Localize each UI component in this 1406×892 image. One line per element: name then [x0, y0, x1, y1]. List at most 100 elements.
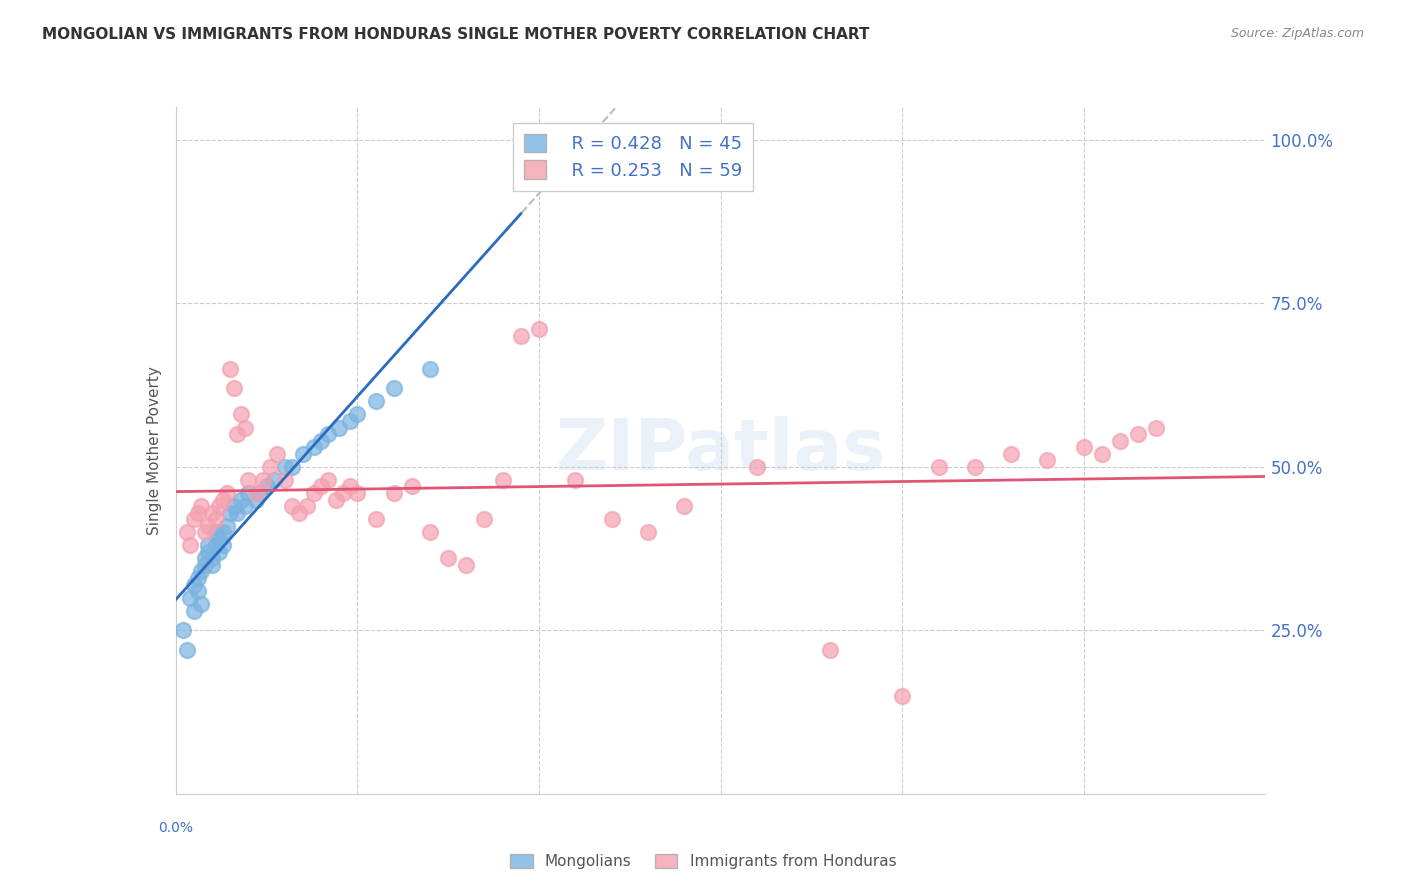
Point	[509, 329, 531, 343]
Point	[281, 499, 304, 513]
Point	[509, 153, 531, 167]
Point	[339, 414, 361, 428]
Point	[219, 506, 242, 520]
Point	[263, 473, 285, 487]
Point	[256, 479, 278, 493]
Point	[266, 447, 288, 461]
Point	[208, 545, 231, 559]
Point	[339, 479, 361, 493]
Point	[194, 558, 217, 572]
Point	[318, 473, 340, 487]
Point	[419, 525, 441, 540]
Point	[190, 499, 212, 513]
Point	[172, 624, 194, 638]
Point	[186, 571, 209, 585]
Point	[288, 506, 311, 520]
Text: MONGOLIAN VS IMMIGRANTS FROM HONDURAS SINGLE MOTHER POVERTY CORRELATION CHART: MONGOLIAN VS IMMIGRANTS FROM HONDURAS SI…	[42, 27, 870, 42]
Point	[245, 492, 267, 507]
Point	[201, 506, 224, 520]
Point	[474, 512, 496, 526]
Point	[1146, 420, 1168, 434]
Point	[1073, 440, 1095, 454]
Point	[183, 604, 205, 618]
Point	[1000, 447, 1022, 461]
Point	[891, 689, 914, 703]
Point	[437, 551, 460, 566]
Point	[197, 518, 219, 533]
Point	[291, 447, 314, 461]
Point	[204, 512, 226, 526]
Text: Source: ZipAtlas.com: Source: ZipAtlas.com	[1230, 27, 1364, 40]
Point	[208, 532, 231, 546]
Point	[245, 486, 267, 500]
Point	[215, 486, 238, 500]
Point	[197, 538, 219, 552]
Point	[186, 584, 209, 599]
Point	[183, 577, 205, 591]
Point	[328, 420, 350, 434]
Point	[600, 512, 623, 526]
Point	[233, 499, 256, 513]
Point	[231, 492, 253, 507]
Y-axis label: Single Mother Poverty: Single Mother Poverty	[146, 366, 162, 535]
Point	[194, 525, 217, 540]
Point	[325, 492, 347, 507]
Point	[186, 506, 209, 520]
Point	[222, 499, 245, 513]
Text: 0.0%: 0.0%	[159, 822, 193, 835]
Legend: Mongolians, Immigrants from Honduras: Mongolians, Immigrants from Honduras	[503, 848, 903, 875]
Point	[364, 512, 387, 526]
Point	[346, 408, 368, 422]
Point	[745, 459, 768, 474]
Point	[190, 597, 212, 611]
Point	[212, 538, 235, 552]
Point	[212, 525, 235, 540]
Point	[176, 643, 198, 657]
Point	[527, 322, 550, 336]
Point	[928, 459, 950, 474]
Point	[274, 459, 297, 474]
Point	[176, 525, 198, 540]
Point	[183, 512, 205, 526]
Text: ZIPatlas: ZIPatlas	[555, 416, 886, 485]
Point	[281, 459, 304, 474]
Point	[247, 486, 270, 500]
Point	[346, 486, 368, 500]
Point	[231, 408, 253, 422]
Point	[274, 473, 297, 487]
Point	[201, 551, 224, 566]
Point	[637, 525, 659, 540]
Point	[309, 479, 332, 493]
Point	[194, 551, 217, 566]
Point	[208, 499, 231, 513]
Point	[226, 427, 249, 442]
Point	[1091, 447, 1114, 461]
Point	[222, 381, 245, 395]
Point	[419, 361, 441, 376]
Point	[318, 427, 340, 442]
Point	[233, 420, 256, 434]
Point	[179, 591, 201, 605]
Point	[295, 499, 318, 513]
Point	[201, 558, 224, 572]
Point	[302, 440, 325, 454]
Point	[382, 381, 405, 395]
Point	[302, 486, 325, 500]
Legend:   R = 0.428   N = 45,   R = 0.253   N = 59: R = 0.428 N = 45, R = 0.253 N = 59	[513, 123, 754, 191]
Point	[219, 361, 242, 376]
Point	[1109, 434, 1132, 448]
Point	[252, 473, 274, 487]
Point	[364, 394, 387, 409]
Point	[963, 459, 986, 474]
Point	[215, 518, 238, 533]
Point	[197, 545, 219, 559]
Point	[238, 486, 260, 500]
Point	[1036, 453, 1059, 467]
Point	[212, 492, 235, 507]
Point	[259, 459, 281, 474]
Point	[332, 486, 354, 500]
Point	[226, 506, 249, 520]
Point	[179, 538, 201, 552]
Point	[492, 473, 515, 487]
Point	[401, 479, 423, 493]
